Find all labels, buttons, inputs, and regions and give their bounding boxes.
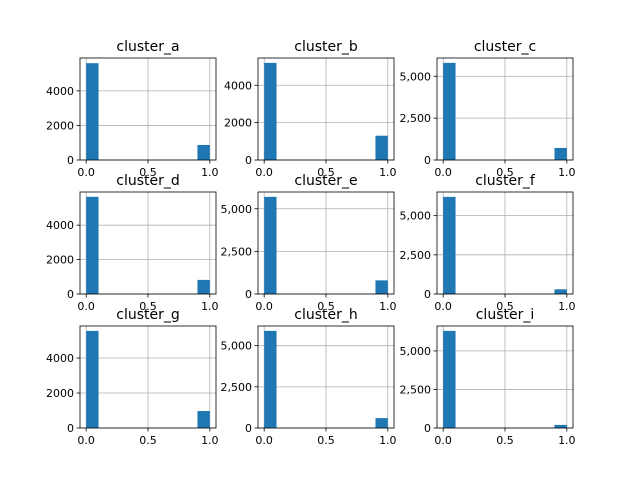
x-tick-label: 0.5 [317,166,335,179]
x-tick-label: 0.0 [255,300,273,313]
y-tick-label: 4000 [46,85,74,98]
y-tick-label: 0 [245,154,252,167]
histogram-bar [86,196,99,294]
histogram-bar [554,147,567,160]
y-tick-label: 2000 [224,117,252,130]
histogram-bar [375,418,388,428]
y-tick-label: 5,000 [221,340,253,353]
histogram-bar [264,62,277,160]
x-tick-label: 1.0 [558,434,576,447]
y-tick-label: 0 [67,422,74,435]
y-tick-label: 5,000 [400,70,432,83]
x-tick-label: 1.0 [201,166,219,179]
y-tick-label: 2000 [46,119,74,132]
panel-title: cluster_f [475,173,536,189]
histogram-bar [443,196,456,294]
x-tick-label: 0.0 [434,166,452,179]
x-tick-label: 0.5 [496,300,514,313]
y-tick-label: 0 [424,288,431,301]
panel-cluster_g: 0.0 0.5 1.0 0 2000 4000 cluster_g [46,307,219,447]
panel-title: cluster_h [294,307,358,323]
y-tick-label: 2,500 [400,249,432,262]
histogram-bar [197,144,210,160]
x-tick-label: 1.0 [201,434,219,447]
panel-title: cluster_d [116,173,180,189]
x-tick-label: 0.0 [255,434,273,447]
x-tick-label: 0.5 [496,166,514,179]
y-tick-label: 5,000 [400,345,432,358]
x-tick-label: 0.0 [77,434,95,447]
y-tick-label: 5,000 [400,210,432,223]
histogram-bar [197,279,210,294]
histogram-bar [264,330,277,428]
y-tick-label: 2,500 [221,381,253,394]
histogram-bar [443,62,456,160]
x-tick-label: 0.0 [255,166,273,179]
histogram-bar [86,330,99,428]
y-tick-label: 2,500 [400,383,432,396]
x-tick-label: 0.5 [317,300,335,313]
panel-title: cluster_a [116,39,179,55]
x-tick-label: 1.0 [379,434,397,447]
panel-cluster_a: 0.0 0.5 1.0 0 2000 4000 cluster_a [46,39,219,179]
histogram-bar [375,135,388,160]
y-tick-label: 0 [67,288,74,301]
x-tick-label: 0.5 [139,300,157,313]
histogram-bar [86,63,99,160]
panel-title: cluster_b [294,39,358,55]
x-tick-label: 0.5 [139,166,157,179]
x-tick-label: 0.0 [434,434,452,447]
x-tick-label: 0.0 [77,166,95,179]
y-tick-label: 0 [245,288,252,301]
histogram-bar [554,424,567,428]
panel-cluster_b: 0.0 0.5 1.0 0 2000 4000 cluster_b [224,39,397,179]
y-tick-label: 4000 [224,79,252,92]
y-tick-label: 2,500 [221,245,253,258]
panel-title: cluster_c [474,39,536,55]
y-tick-label: 2000 [46,254,74,267]
panel-title: cluster_e [294,173,357,189]
histogram-bar [443,330,456,428]
panel-cluster_d: 0.0 0.5 1.0 0 2000 4000 cluster_d [46,173,219,313]
x-tick-label: 0.5 [496,434,514,447]
y-tick-label: 0 [424,422,431,435]
x-tick-label: 1.0 [558,300,576,313]
y-tick-label: 2000 [46,387,74,400]
x-tick-label: 0.0 [77,300,95,313]
x-tick-label: 1.0 [201,300,219,313]
y-tick-label: 4000 [46,219,74,232]
x-tick-label: 1.0 [558,166,576,179]
y-tick-label: 0 [67,154,74,167]
histogram-bar [264,196,277,294]
x-tick-label: 1.0 [379,166,397,179]
panel-cluster_f: 0.0 0.5 1.0 0 2,500 5,000 cluster_f [400,173,576,313]
panel-cluster_h: 0.0 0.5 1.0 0 2,500 5,000 cluster_h [221,307,397,447]
histogram-bar [197,411,210,428]
panel-title: cluster_g [116,307,180,323]
histogram-bar [375,280,388,294]
x-tick-label: 0.5 [139,434,157,447]
panel-title: cluster_i [476,307,535,323]
x-tick-label: 1.0 [379,300,397,313]
panel-cluster_e: 0.0 0.5 1.0 0 2,500 5,000 cluster_e [221,173,397,313]
x-tick-label: 0.0 [434,300,452,313]
panel-cluster_i: 0.0 0.5 1.0 0 2,500 5,000 cluster_i [400,307,576,447]
histogram-bar [554,289,567,294]
y-tick-label: 2,500 [400,112,432,125]
y-tick-label: 0 [245,422,252,435]
y-tick-label: 4000 [46,352,74,365]
y-tick-label: 0 [424,154,431,167]
x-tick-label: 0.5 [317,434,335,447]
y-tick-label: 5,000 [221,203,253,216]
panel-cluster_c: 0.0 0.5 1.0 0 2,500 5,000 cluster_c [400,39,576,179]
